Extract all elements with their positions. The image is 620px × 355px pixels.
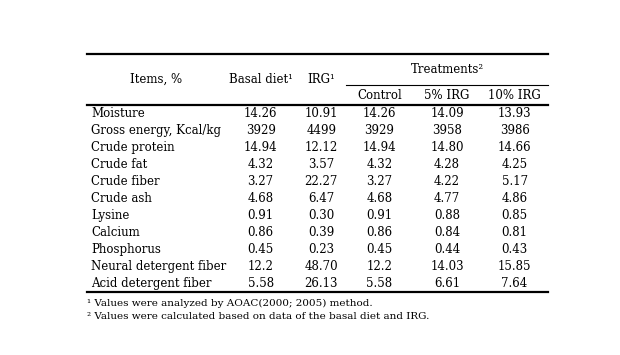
Text: 3958: 3958 xyxy=(432,124,462,137)
Text: 0.30: 0.30 xyxy=(308,209,334,222)
Text: 4.32: 4.32 xyxy=(247,158,274,171)
Text: Crude ash: Crude ash xyxy=(91,192,152,205)
Text: 4.22: 4.22 xyxy=(434,175,460,188)
Text: 3929: 3929 xyxy=(365,124,394,137)
Text: 4.68: 4.68 xyxy=(247,192,274,205)
Text: 4.32: 4.32 xyxy=(366,158,392,171)
Text: 14.80: 14.80 xyxy=(430,141,464,154)
Text: 14.94: 14.94 xyxy=(363,141,396,154)
Text: Phosphorus: Phosphorus xyxy=(91,243,161,256)
Text: Crude fiber: Crude fiber xyxy=(91,175,159,188)
Text: Acid detergent fiber: Acid detergent fiber xyxy=(91,277,211,290)
Text: 3.27: 3.27 xyxy=(247,175,274,188)
Text: 4.28: 4.28 xyxy=(434,158,460,171)
Text: 13.93: 13.93 xyxy=(498,108,531,120)
Text: 5.58: 5.58 xyxy=(366,277,392,290)
Text: 6.47: 6.47 xyxy=(308,192,334,205)
Text: Items, %: Items, % xyxy=(130,73,182,86)
Text: 4499: 4499 xyxy=(306,124,336,137)
Text: Crude fat: Crude fat xyxy=(91,158,147,171)
Text: 4.68: 4.68 xyxy=(366,192,392,205)
Text: 0.43: 0.43 xyxy=(502,243,528,256)
Text: 12.2: 12.2 xyxy=(366,260,392,273)
Text: 4.25: 4.25 xyxy=(502,158,528,171)
Text: 12.12: 12.12 xyxy=(304,141,338,154)
Text: 0.23: 0.23 xyxy=(308,243,334,256)
Text: 6.61: 6.61 xyxy=(434,277,460,290)
Text: 0.44: 0.44 xyxy=(434,243,460,256)
Text: Calcium: Calcium xyxy=(91,226,140,239)
Text: 7.64: 7.64 xyxy=(502,277,528,290)
Text: 3.27: 3.27 xyxy=(366,175,392,188)
Text: 3986: 3986 xyxy=(500,124,529,137)
Text: Control: Control xyxy=(357,89,402,102)
Text: 14.94: 14.94 xyxy=(244,141,278,154)
Text: 10% IRG: 10% IRG xyxy=(488,89,541,102)
Text: 3.57: 3.57 xyxy=(308,158,334,171)
Text: 0.45: 0.45 xyxy=(366,243,392,256)
Text: 0.85: 0.85 xyxy=(502,209,528,222)
Text: 5.58: 5.58 xyxy=(247,277,274,290)
Text: 14.26: 14.26 xyxy=(363,108,396,120)
Text: 14.03: 14.03 xyxy=(430,260,464,273)
Text: 22.27: 22.27 xyxy=(304,175,338,188)
Text: 5% IRG: 5% IRG xyxy=(424,89,470,102)
Text: Basal diet¹: Basal diet¹ xyxy=(229,73,293,86)
Text: 0.84: 0.84 xyxy=(434,226,460,239)
Text: Treatments²: Treatments² xyxy=(410,63,484,76)
Text: 14.66: 14.66 xyxy=(498,141,531,154)
Text: 0.86: 0.86 xyxy=(366,226,392,239)
Text: 5.17: 5.17 xyxy=(502,175,528,188)
Text: 4.77: 4.77 xyxy=(434,192,460,205)
Text: Gross energy, Kcal/kg: Gross energy, Kcal/kg xyxy=(91,124,221,137)
Text: 4.86: 4.86 xyxy=(502,192,528,205)
Text: 0.91: 0.91 xyxy=(247,209,274,222)
Text: 3929: 3929 xyxy=(246,124,276,137)
Text: 14.26: 14.26 xyxy=(244,108,277,120)
Text: ¹ Values were analyzed by AOAC(2000; 2005) method.: ¹ Values were analyzed by AOAC(2000; 200… xyxy=(87,299,373,308)
Text: Moisture: Moisture xyxy=(91,108,144,120)
Text: 0.39: 0.39 xyxy=(308,226,334,239)
Text: 15.85: 15.85 xyxy=(498,260,531,273)
Text: 12.2: 12.2 xyxy=(248,260,273,273)
Text: 14.09: 14.09 xyxy=(430,108,464,120)
Text: 0.88: 0.88 xyxy=(434,209,460,222)
Text: 0.81: 0.81 xyxy=(502,226,528,239)
Text: ² Values were calculated based on data of the basal diet and IRG.: ² Values were calculated based on data o… xyxy=(87,312,430,321)
Text: Neural detergent fiber: Neural detergent fiber xyxy=(91,260,226,273)
Text: IRG¹: IRG¹ xyxy=(308,73,335,86)
Text: 10.91: 10.91 xyxy=(304,108,338,120)
Text: 26.13: 26.13 xyxy=(304,277,338,290)
Text: 0.45: 0.45 xyxy=(247,243,274,256)
Text: 48.70: 48.70 xyxy=(304,260,338,273)
Text: 0.91: 0.91 xyxy=(366,209,392,222)
Text: 0.86: 0.86 xyxy=(247,226,274,239)
Text: Lysine: Lysine xyxy=(91,209,130,222)
Text: Crude protein: Crude protein xyxy=(91,141,175,154)
